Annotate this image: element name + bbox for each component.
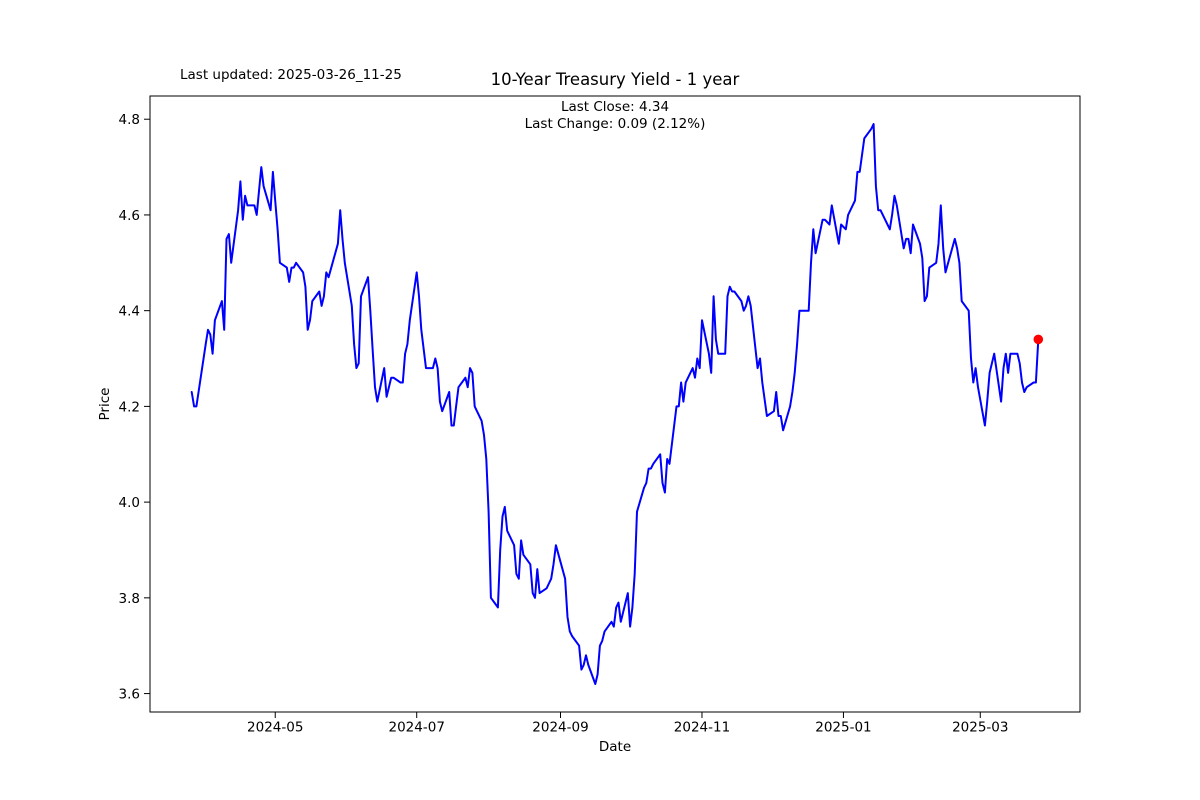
axes-frame [149, 95, 1081, 713]
y-tick-label: 3.6 [119, 687, 140, 703]
y-tick-label: 4.2 [119, 399, 140, 415]
x-tick-label: 2024-09 [532, 720, 588, 736]
last-close-annotation: Last Close: 4.34 [560, 99, 670, 115]
x-tick-label: 2025-01 [815, 720, 871, 736]
x-tick-label: 2024-05 [247, 720, 303, 736]
y-tick-label: 4.8 [119, 112, 140, 128]
last-updated-text: Last updated: 2025-03-26_11-25 [180, 67, 402, 83]
x-tick-label: 2024-11 [674, 720, 730, 736]
x-axis-label: Date [598, 739, 632, 755]
x-tick-label: 2025-03 [952, 720, 1008, 736]
y-tick-label: 3.8 [119, 591, 140, 607]
last-change-annotation: Last Change: 0.09 (2.12%) [524, 116, 706, 132]
y-axis-label: Price [97, 387, 113, 421]
y-tick-label: 4.6 [119, 208, 140, 224]
y-tick-label: 4.4 [119, 304, 140, 320]
last-close-marker [1033, 334, 1044, 345]
price-line [190, 123, 1040, 685]
y-tick-label: 4.0 [119, 495, 140, 511]
x-tick-label: 2024-07 [389, 720, 445, 736]
chart-title: 10-Year Treasury Yield - 1 year [490, 70, 740, 89]
